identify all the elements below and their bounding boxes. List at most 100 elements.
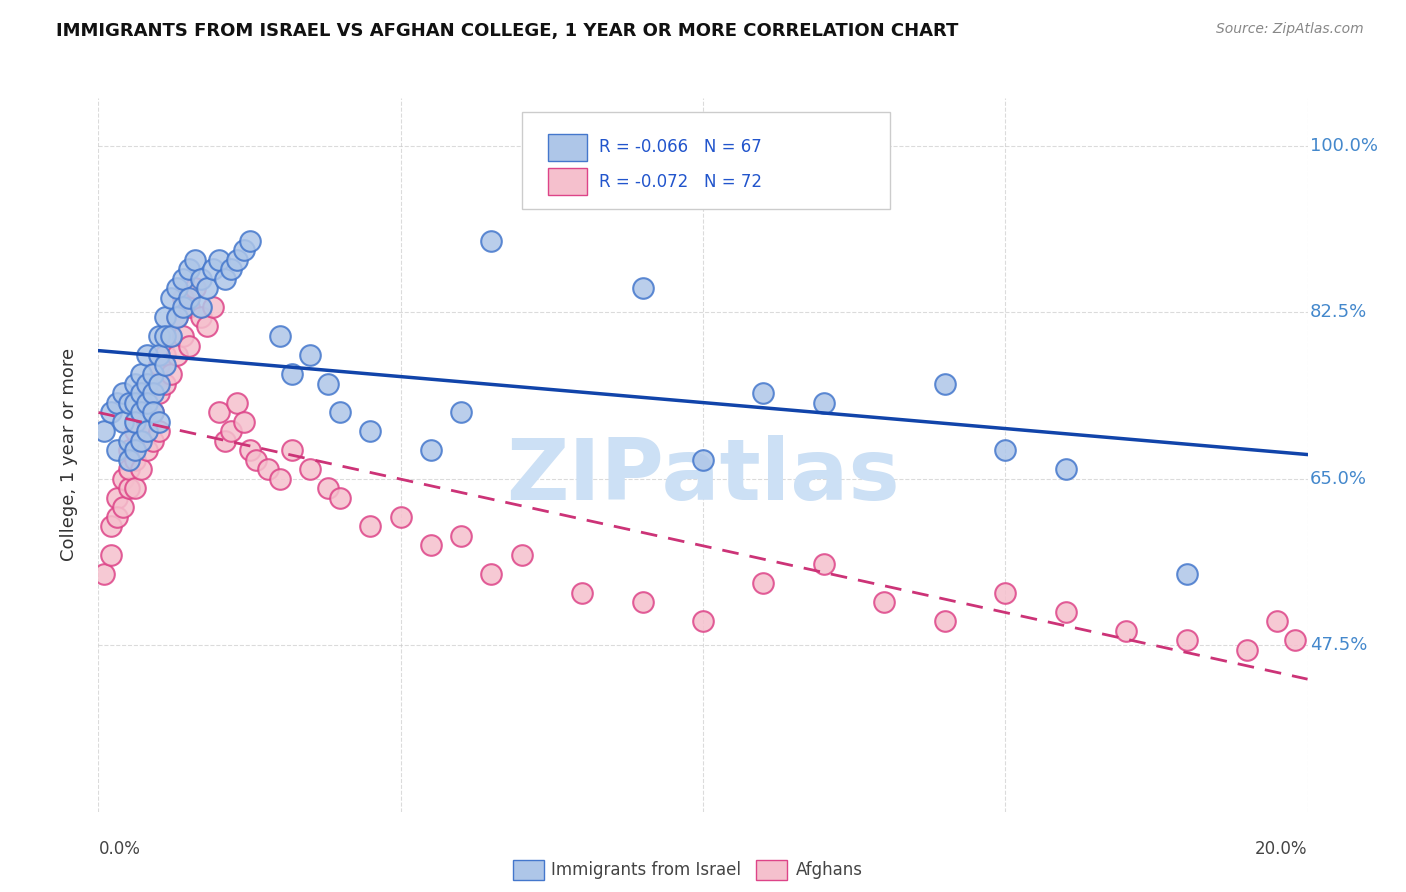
Point xyxy=(148,348,170,362)
Point xyxy=(202,301,225,315)
Point xyxy=(142,434,165,448)
Point xyxy=(226,252,249,267)
Point xyxy=(148,358,170,372)
Point xyxy=(256,462,278,476)
Point xyxy=(934,615,956,629)
Point xyxy=(1236,643,1258,657)
Point xyxy=(148,386,170,401)
Point xyxy=(329,491,352,505)
Point xyxy=(135,443,157,458)
Point xyxy=(166,281,188,295)
Point xyxy=(239,443,262,458)
Point xyxy=(148,376,170,391)
Text: Source: ZipAtlas.com: Source: ZipAtlas.com xyxy=(1216,22,1364,37)
Point xyxy=(389,509,412,524)
Point xyxy=(1284,633,1306,648)
Point xyxy=(190,272,212,286)
Point xyxy=(195,281,218,295)
Point xyxy=(316,376,339,391)
Point xyxy=(934,376,956,391)
Text: Afghans: Afghans xyxy=(796,861,863,879)
Point xyxy=(166,310,188,324)
Point xyxy=(481,234,503,248)
Point xyxy=(124,395,146,409)
Point xyxy=(153,358,176,372)
Point xyxy=(124,376,146,391)
Point xyxy=(93,566,115,581)
Point xyxy=(450,405,472,419)
Point xyxy=(184,281,207,295)
Point xyxy=(142,405,165,419)
Point xyxy=(299,348,322,362)
Point xyxy=(105,509,128,524)
Point xyxy=(214,434,236,448)
Point xyxy=(118,443,141,458)
Point xyxy=(129,367,152,381)
Point xyxy=(208,252,231,267)
Text: 100.0%: 100.0% xyxy=(1310,136,1378,154)
Text: ZIPatlas: ZIPatlas xyxy=(506,434,900,518)
Point xyxy=(994,586,1017,600)
Point xyxy=(269,329,291,343)
Point xyxy=(111,386,134,401)
Point xyxy=(135,348,157,362)
Point xyxy=(692,615,714,629)
Point xyxy=(329,405,352,419)
Text: 0.0%: 0.0% xyxy=(98,840,141,858)
Point xyxy=(148,415,170,429)
Point xyxy=(124,424,146,438)
Point xyxy=(111,415,134,429)
Point xyxy=(135,386,157,401)
Point xyxy=(93,424,115,438)
Point xyxy=(105,395,128,409)
Point xyxy=(124,452,146,467)
Point xyxy=(571,586,593,600)
Point xyxy=(100,548,122,562)
Point xyxy=(190,301,212,315)
Point xyxy=(316,481,339,495)
Point xyxy=(105,491,128,505)
Point xyxy=(135,424,157,438)
Point xyxy=(281,367,304,381)
Point xyxy=(481,566,503,581)
Point xyxy=(111,500,134,515)
Point xyxy=(153,348,176,362)
Point xyxy=(245,452,267,467)
Point xyxy=(221,262,243,277)
Point xyxy=(873,595,896,609)
Text: R = -0.072   N = 72: R = -0.072 N = 72 xyxy=(599,173,762,191)
Point xyxy=(177,301,201,315)
Point xyxy=(214,272,236,286)
Point xyxy=(160,329,183,343)
Point xyxy=(142,376,165,391)
Point xyxy=(190,310,212,324)
Point xyxy=(195,319,218,334)
Text: 82.5%: 82.5% xyxy=(1310,303,1367,321)
Point xyxy=(226,395,249,409)
Point xyxy=(692,452,714,467)
Point xyxy=(419,443,441,458)
Point xyxy=(124,481,146,495)
FancyBboxPatch shape xyxy=(548,134,586,161)
FancyBboxPatch shape xyxy=(548,168,586,195)
Point xyxy=(135,376,157,391)
Point xyxy=(232,415,254,429)
Point xyxy=(172,291,194,305)
Point xyxy=(1175,566,1198,581)
Point xyxy=(208,405,231,419)
Point xyxy=(994,443,1017,458)
Point xyxy=(752,576,775,591)
Y-axis label: College, 1 year or more: College, 1 year or more xyxy=(59,349,77,561)
Point xyxy=(172,272,194,286)
Point xyxy=(129,434,152,448)
Point xyxy=(239,234,262,248)
Text: 20.0%: 20.0% xyxy=(1256,840,1308,858)
Point xyxy=(232,244,254,258)
Point xyxy=(166,310,188,324)
Point xyxy=(153,310,176,324)
Point xyxy=(148,329,170,343)
Point xyxy=(160,367,183,381)
Point xyxy=(166,348,188,362)
Point xyxy=(360,519,382,533)
Point xyxy=(1265,615,1288,629)
